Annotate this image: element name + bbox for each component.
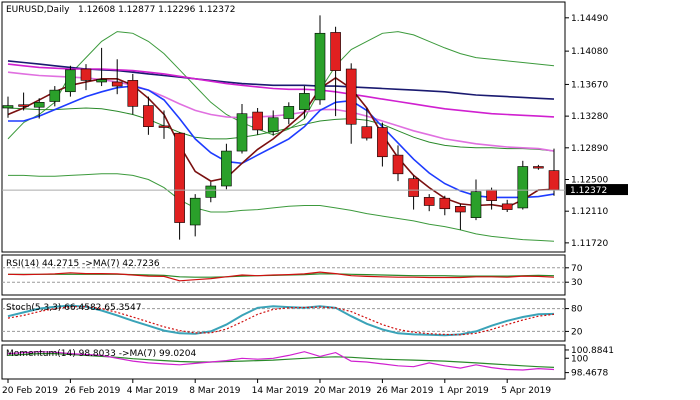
candle-bearish (111, 81, 123, 87)
rsi-label: RSI(14) 44.2715 ->MA(7) 42.7236 (6, 259, 160, 269)
candle-bullish (470, 191, 482, 218)
indicator-line-0 (7, 353, 555, 368)
overlay-line-4 (7, 63, 555, 118)
candle-bullish (221, 150, 232, 187)
indicator-tick-label: 80 (571, 305, 583, 315)
indicator-tick-label: 100 (571, 354, 588, 364)
candle-bullish (267, 117, 279, 132)
time-tick-label: 20 Feb 2019 (2, 386, 58, 396)
stoch-label: Stoch(5,3,3) 66.4582 65.3547 (6, 303, 141, 313)
candle-bearish (423, 197, 435, 206)
price-panel: EURUSD,Daily 1.12608 1.12877 1.12296 1.1… (1, 1, 566, 253)
price-tick-label: 1.13670 (571, 80, 608, 90)
stoch-axis: 80 20 (565, 305, 583, 337)
momentum-label: Momentum(14) 98.8033 ->MA(7) 99.0204 (6, 349, 197, 359)
candle-bearish (158, 125, 170, 128)
overlay-line-6 (8, 85, 555, 199)
candle-bearish (18, 104, 29, 107)
candle-bearish (408, 178, 419, 197)
price-panel-frame (1, 1, 566, 253)
candle-bearish (252, 111, 263, 131)
time-tick-label: 20 Mar 2019 (314, 386, 371, 396)
indicator-tick-label: 20 (571, 327, 583, 337)
candle-bullish (189, 197, 201, 226)
overlay-line-1 (8, 173, 555, 242)
candle-bullish (65, 69, 76, 93)
candle-bearish (377, 127, 388, 158)
candle-bullish (33, 102, 45, 108)
candle-bearish (143, 105, 154, 127)
price-tick-label: 1.14490 (571, 14, 608, 24)
last-price-badge (566, 184, 628, 196)
candle-bullish (96, 79, 107, 83)
candle-bullish (49, 89, 61, 102)
indicator-tick-label: 30 (571, 278, 583, 288)
candle-bullish (299, 93, 310, 110)
rsi-series (2, 267, 565, 283)
candles (2, 15, 560, 240)
indicator-line-1 (7, 306, 555, 336)
candle-bearish (174, 132, 185, 223)
candle-bearish (486, 189, 497, 201)
candle-bearish (127, 80, 139, 107)
price-axis: 1.14490 1.14080 1.13670 1.13280 1.12890 1.125… (565, 14, 608, 249)
indicator-tick-label: 98.4678 (571, 369, 608, 379)
stoch-panel: Stoch(5,3,3) 66.4582 65.3547 80 20 (1, 298, 583, 342)
momentum-panel: Momentum(14) 98.8033 ->MA(7) 99.0204 100… (1, 344, 614, 380)
time-tick-label: 4 Mar 2019 (127, 386, 179, 396)
candle-bearish (361, 126, 373, 139)
time-tick-label: 8 Mar 2019 (189, 386, 241, 396)
chart-title: EURUSD,Daily (6, 5, 70, 15)
indicator-tick-label: 70 (571, 264, 583, 274)
last-price-label: 1.12372 (570, 186, 607, 196)
candle-bearish (392, 154, 404, 175)
candle-bearish (548, 170, 560, 191)
time-tick-label: 26 Feb 2019 (64, 386, 120, 396)
candle-bearish (439, 197, 451, 210)
stoch-series (2, 304, 565, 337)
candle-bullish (236, 113, 248, 152)
momentum-panel-frame (1, 344, 566, 380)
candle-bullish (517, 166, 529, 209)
candle-bearish (345, 68, 357, 125)
candle-bullish (314, 32, 326, 101)
ohlc-readout: 1.12608 1.12877 1.12296 1.12372 (78, 5, 235, 15)
overlay-line-2 (7, 107, 555, 152)
candle-bullish (283, 106, 295, 119)
time-tick-label: 14 Mar 2019 (252, 386, 309, 396)
candle-bearish (80, 68, 92, 81)
rsi-panel-frame (1, 254, 566, 296)
price-tick-label: 1.13280 (571, 112, 608, 122)
price-tick-label: 1.12110 (571, 207, 608, 217)
price-tick-label: 1.14080 (571, 47, 608, 57)
indicator-line-1 (7, 351, 555, 371)
candle-bullish (2, 105, 14, 109)
candle-bearish (533, 166, 544, 169)
price-tick-label: 1.11720 (571, 239, 608, 249)
candle-bearish (330, 32, 341, 71)
time-tick-label: 5 Apr 2019 (501, 386, 551, 396)
candle-bullish (205, 185, 217, 198)
time-axis: 20 Feb 2019 26 Feb 2019 4 Mar 2019 8 Mar 20… (2, 379, 551, 396)
price-tick-label: 1.12500 (571, 176, 608, 186)
indicator-tick-label: 100.8841 (571, 346, 614, 356)
candle-bearish (501, 203, 513, 210)
candle-bearish (455, 206, 466, 213)
price-tick-label: 1.12890 (571, 144, 608, 154)
time-tick-label: 1 Apr 2019 (439, 386, 489, 396)
indicator-line-1 (7, 271, 555, 282)
stoch-panel-frame (1, 298, 566, 342)
time-tick-label: 26 Mar 2019 (376, 386, 433, 396)
momentum-series (7, 351, 555, 371)
indicator-line-0 (7, 304, 555, 337)
